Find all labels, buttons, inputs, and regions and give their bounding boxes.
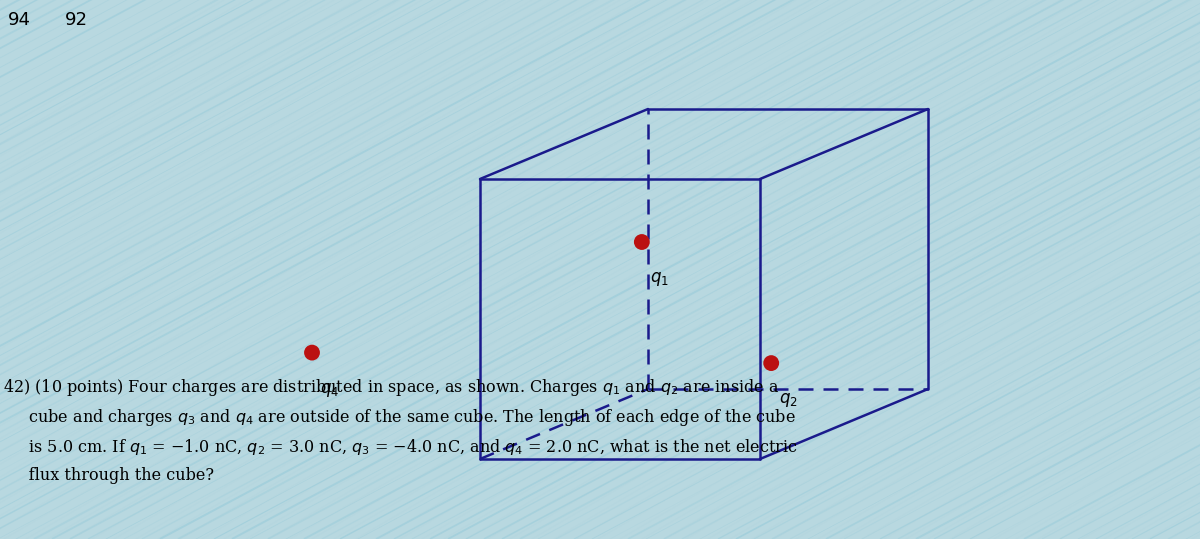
- Text: $q_1$: $q_1$: [650, 270, 668, 288]
- Text: cube and charges $q_3$ and $q_4$ are outside of the same cube. The length of eac: cube and charges $q_3$ and $q_4$ are out…: [2, 407, 796, 428]
- Text: $q_4$: $q_4$: [320, 381, 340, 399]
- Text: 42) (10 points) Four charges are distributed in space, as shown. Charges $q_1$ a: 42) (10 points) Four charges are distrib…: [2, 377, 779, 398]
- Text: flux through the cube?: flux through the cube?: [2, 467, 214, 484]
- Text: 92: 92: [65, 11, 88, 29]
- Point: [762, 359, 781, 368]
- Text: 94: 94: [8, 11, 31, 29]
- Text: is 5.0 cm. If $q_1$ = −1.0 nC, $q_2$ = 3.0 nC, $q_3$ = −4.0 nC, and $q_4$ = 2.0 : is 5.0 cm. If $q_1$ = −1.0 nC, $q_2$ = 3…: [2, 437, 798, 457]
- Point: [302, 348, 322, 357]
- Point: [632, 238, 652, 246]
- Text: $q_2$: $q_2$: [779, 391, 798, 409]
